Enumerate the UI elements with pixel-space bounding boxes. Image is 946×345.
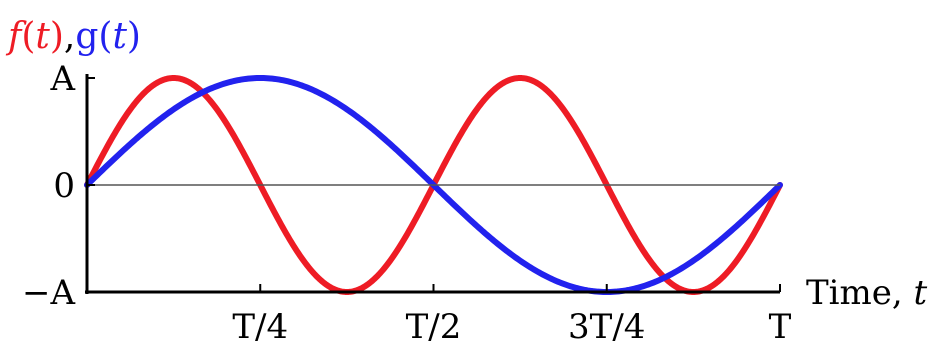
chart-title: f(t),g(t) xyxy=(5,16,141,57)
y-tick-label-2: −A xyxy=(22,273,75,313)
y-ticks: A 0 −A xyxy=(22,59,95,313)
title-part-8: ) xyxy=(127,16,141,57)
x-label-part-0: Time, xyxy=(806,273,914,313)
x-label-part-1: t xyxy=(914,273,928,313)
title-part-1: ( xyxy=(21,16,35,57)
y-tick-label-1: 0 xyxy=(53,166,75,206)
x-tick-label-2: 3T/4 xyxy=(568,307,645,345)
x-tick-label-1: T/2 xyxy=(406,307,462,345)
x-axis-label: Time, t xyxy=(806,273,928,313)
title-part-5: g xyxy=(75,16,98,57)
title-part-3: ) xyxy=(50,16,64,57)
title-part-2: t xyxy=(35,16,50,57)
title-part-6: ( xyxy=(98,16,112,57)
x-tick-label-0: T/4 xyxy=(232,307,288,345)
x-ticks: T/4 T/2 3T/4 T xyxy=(232,284,792,345)
title-part-4: , xyxy=(64,16,75,57)
title-part-7: t xyxy=(112,16,127,57)
x-tick-label-3: T xyxy=(769,307,792,345)
y-tick-label-0: A xyxy=(49,59,75,99)
